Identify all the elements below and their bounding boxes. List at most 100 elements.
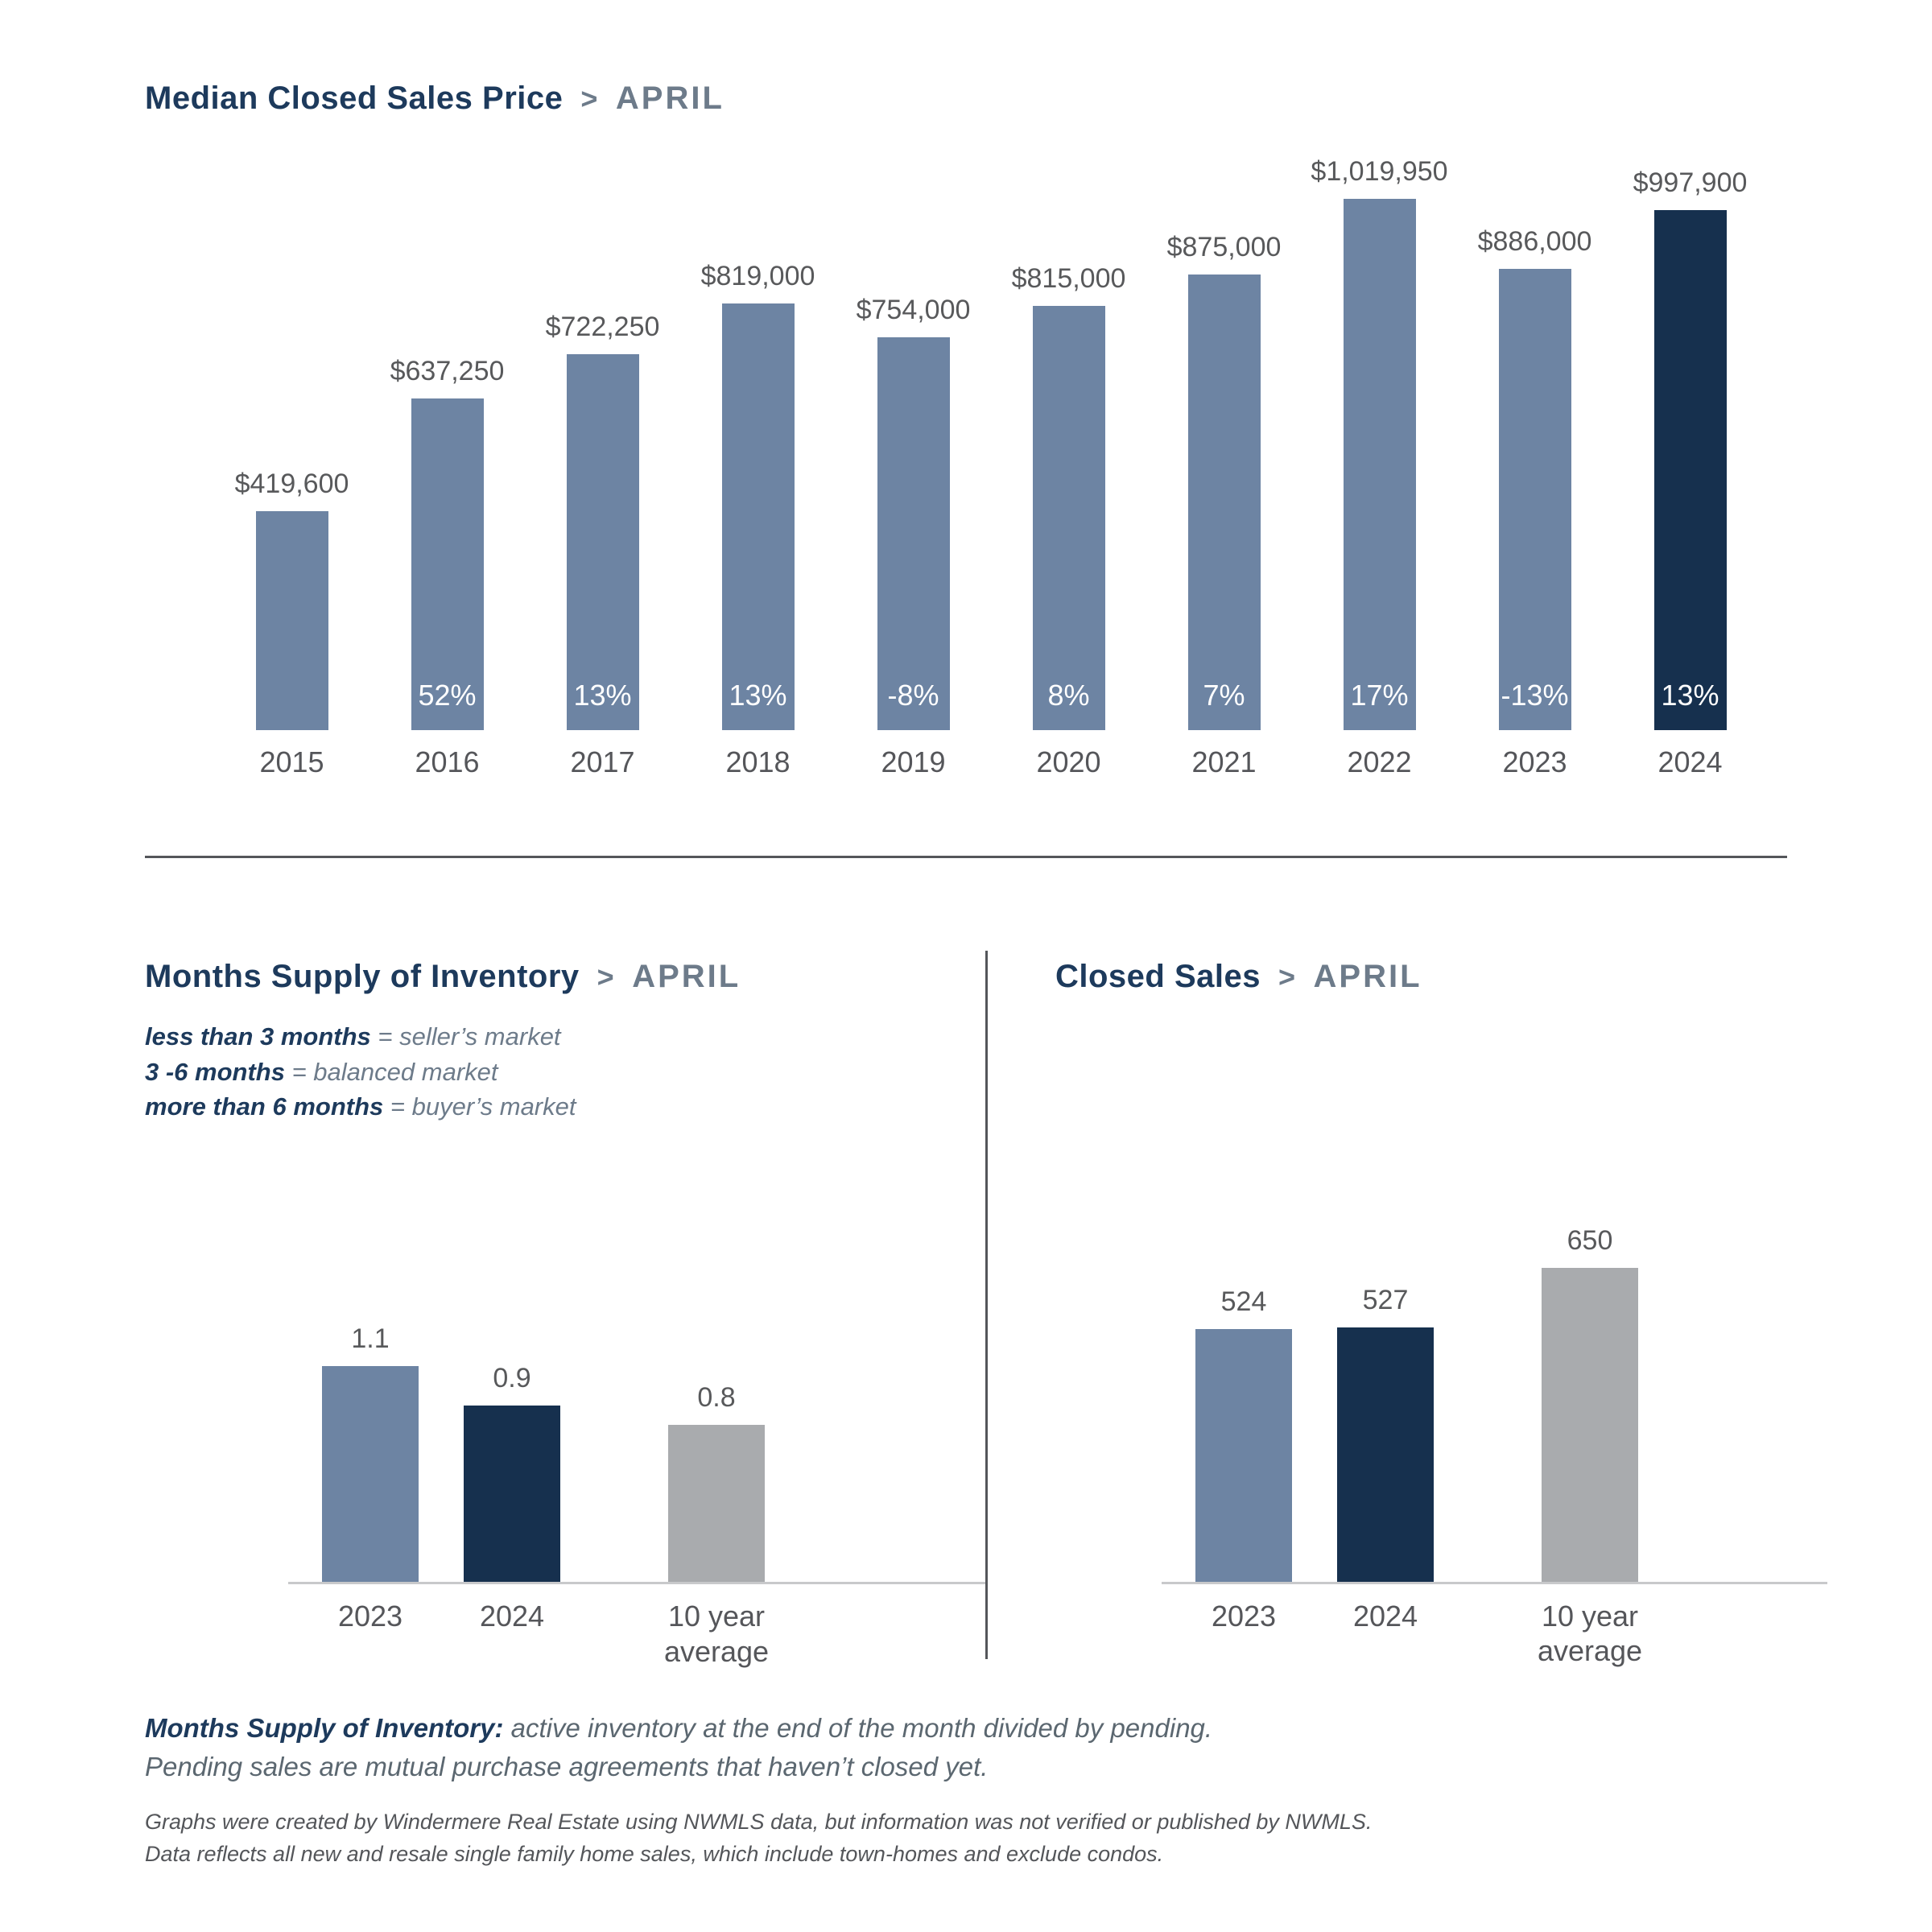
x-axis-label: 2021 (1191, 745, 1257, 778)
bar-percent-label: 13% (1661, 679, 1719, 712)
bar-column: 0.9 (441, 1363, 583, 1583)
data-disclaimer: Graphs were created by Windermere Real E… (145, 1806, 1827, 1869)
x-axis-label: 2015 (259, 745, 324, 778)
horizontal-divider (145, 856, 1787, 859)
bar: 17% (1343, 199, 1416, 730)
bar-value-label: $997,900 (1633, 167, 1748, 198)
bar (464, 1406, 560, 1583)
bar-percent-label: 7% (1203, 679, 1245, 712)
bar-column: $815,000 8% (991, 263, 1146, 730)
x-axis-label: 2019 (881, 745, 946, 778)
bar: -8% (877, 337, 950, 730)
chart-title-text: Closed Sales (1055, 959, 1261, 995)
bar: 52% (411, 398, 484, 730)
bar: 8% (1032, 306, 1105, 730)
bar-value-label: $819,000 (700, 261, 815, 291)
bar-column: 524 (1173, 1286, 1315, 1583)
closed-sales-plot: 524 527 650 2023 2024 10 year average (1162, 1225, 1827, 1668)
chart-title-text: Months Supply of Inventory (145, 959, 580, 995)
bar-column: $819,000 13% (680, 261, 836, 730)
legend-term: more than 6 months (145, 1092, 384, 1121)
market-type-legend: less than 3 months = seller’s market 3 -… (145, 1019, 985, 1124)
months-supply-bars: 1.1 0.9 0.8 (288, 1323, 985, 1585)
bar-column: $637,250 52% (369, 356, 525, 730)
disclaimer-line1: Graphs were created by Windermere Real E… (145, 1810, 1373, 1835)
median-price-bars: $419,600 $637,250 52% $722,250 13% $819,000 13… (214, 156, 1827, 730)
x-axis-label: 2023 (337, 1600, 403, 1633)
bar-percent-label: -8% (887, 679, 939, 712)
legend-term: less than 3 months (145, 1022, 371, 1051)
bar-column: $1,019,950 17% (1302, 156, 1457, 730)
bar: 13% (721, 303, 795, 730)
closed-sales-section: Closed Sales > APRIL 524 527 650 2023 2024 1… (988, 959, 1827, 1669)
chart-title-separator: > (597, 960, 615, 994)
chart-title-separator: > (580, 82, 598, 115)
bar (255, 511, 328, 730)
bar-value-label: $419,600 (234, 469, 349, 499)
bar-percent-label: 52% (418, 679, 477, 712)
bar-column: 0.8 (646, 1382, 787, 1583)
bar (1195, 1329, 1292, 1583)
x-axis-label: 2023 (1502, 745, 1567, 778)
legend-definition: = balanced market (291, 1057, 498, 1086)
bar-column: 650 (1519, 1225, 1661, 1583)
x-axis-label: 2024 (1352, 1600, 1418, 1633)
bar-value-label: $875,000 (1166, 232, 1282, 262)
bar (668, 1425, 765, 1583)
legend-line-buyers-market: more than 6 months = buyer’s market (145, 1089, 985, 1124)
bar-column: $722,250 13% (525, 312, 680, 730)
legend-definition: = seller’s market (378, 1022, 561, 1051)
bar-value-label: $1,019,950 (1311, 156, 1448, 187)
months-supply-title: Months Supply of Inventory > APRIL (145, 959, 985, 995)
bar (322, 1366, 419, 1583)
bar (1542, 1268, 1638, 1583)
disclaimer-line2: Data reflects all new and resale single … (145, 1841, 1164, 1866)
bar-value-label: 524 (1220, 1286, 1267, 1318)
chart-title-month: APRIL (632, 959, 741, 995)
bar-percent-label: 13% (729, 679, 787, 712)
bottom-charts-row: Months Supply of Inventory > APRIL less … (145, 951, 1827, 1669)
bar-value-label: $754,000 (856, 295, 971, 325)
bar: 13% (566, 354, 639, 730)
chart-title-text: Median Closed Sales Price (145, 80, 564, 116)
median-price-section: Median Closed Sales Price > APRIL $419,6… (145, 80, 1827, 779)
supply-definition-note: Months Supply of Inventory: active inven… (145, 1709, 1827, 1786)
bar-column: $886,000 -13% (1457, 226, 1612, 730)
bar-value-label: 1.1 (351, 1323, 390, 1355)
legend-definition: = buyer’s market (390, 1092, 576, 1121)
definition-text: active inventory at the end of the month… (510, 1712, 1213, 1743)
footnotes: Months Supply of Inventory: active inven… (145, 1709, 1827, 1870)
months-supply-section: Months Supply of Inventory > APRIL less … (145, 959, 985, 1669)
bar-value-label: $815,000 (1011, 263, 1126, 294)
bar-value-label: 0.8 (697, 1382, 736, 1414)
vertical-divider (985, 951, 988, 1660)
bar-value-label: 650 (1567, 1225, 1613, 1257)
bar-percent-label: 8% (1047, 679, 1090, 712)
x-axis-label: 2020 (1036, 745, 1101, 778)
bar-value-label: $886,000 (1477, 226, 1592, 257)
bar-value-label: $637,250 (390, 356, 505, 386)
closed-sales-x-axis: 2023 2024 10 year average (1162, 1584, 1827, 1668)
bar-column: 1.1 (299, 1323, 441, 1583)
bar-column: $754,000 -8% (836, 295, 991, 730)
median-price-x-axis: 2015 2016 2017 2018 2019 2020 2021 2022 2023 2024 (214, 730, 1827, 779)
closed-sales-bars: 524 527 650 (1162, 1225, 1827, 1585)
definition-text-line2: Pending sales are mutual purchase agreem… (145, 1751, 989, 1781)
bar-value-label: $722,250 (545, 312, 660, 342)
x-axis-label: 10 year average (663, 1600, 770, 1668)
x-axis-label: 2023 (1211, 1600, 1277, 1633)
chart-title-month: APRIL (1313, 959, 1422, 995)
definition-term: Months Supply of Inventory: (145, 1712, 504, 1743)
x-axis-label: 2024 (1657, 745, 1723, 778)
bar-percent-label: -13% (1501, 679, 1569, 712)
bar-column: $997,900 13% (1612, 167, 1768, 730)
bar-column: $875,000 7% (1146, 232, 1302, 730)
closed-sales-title: Closed Sales > APRIL (1055, 959, 1827, 995)
chart-title-month: APRIL (615, 80, 724, 116)
x-axis-label: 2018 (725, 745, 791, 778)
bar: 13% (1653, 210, 1727, 730)
x-axis-label: 2024 (479, 1600, 545, 1633)
bar: -13% (1498, 269, 1571, 730)
legend-line-sellers-market: less than 3 months = seller’s market (145, 1019, 985, 1054)
